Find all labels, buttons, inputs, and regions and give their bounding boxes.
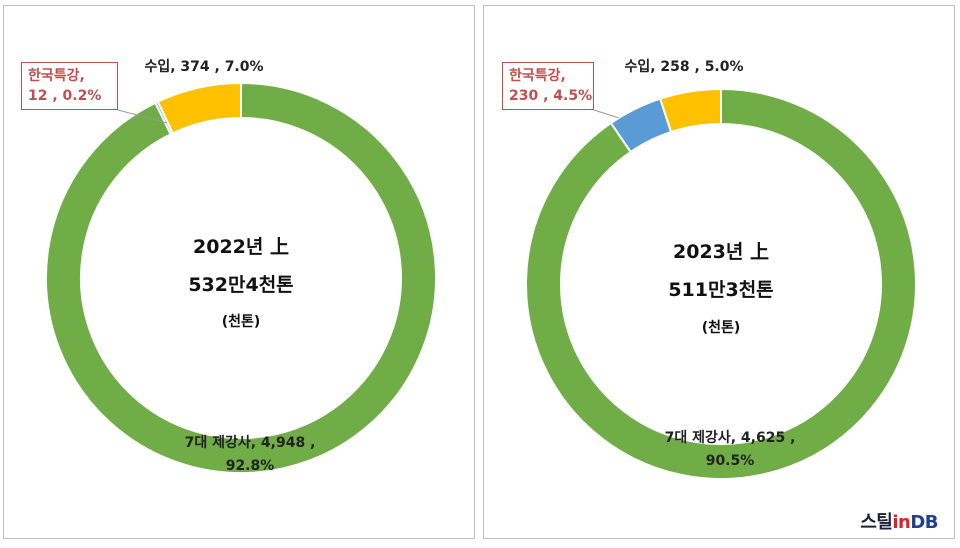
slice-seven-majors (45, 81, 437, 474)
label-seven-majors-2022: 7대 제강사, 4,948 , (185, 434, 316, 451)
chart-panel-2022: 2022년 上 532만4천톤 (천톤) 수입, 374 , 7.0% 7대 제… (3, 5, 475, 539)
label-seven-majors-2023: 7대 제강사, 4,625 , (665, 429, 796, 446)
callout-korea-special-2023: 한국특강, 230 , 4.5% (502, 62, 594, 110)
leader-line-2022 (117, 109, 168, 124)
callout-title-2023: 한국특강, (509, 68, 566, 84)
callout-korea-special-2022: 한국특강, 12 , 0.2% (21, 62, 118, 110)
callout-value-2023: 230 , 4.5% (509, 88, 593, 104)
center-unit-2023: (천톤) (702, 320, 741, 336)
chart-panel-2023: 2023년 上 511만3천톤 (천톤) 수입, 258 , 5.0% 7대 제… (483, 5, 955, 539)
callout-value-2022: 12 , 0.2% (28, 88, 102, 104)
label-seven-majors-pct-2023: 90.5% (706, 453, 755, 469)
donut-chart-2022: 2022년 上 532만4천톤 (천톤) 수입, 374 , 7.0% 7대 제… (45, 59, 437, 474)
slice-import (658, 87, 722, 134)
slice-import (156, 81, 242, 135)
brand-logo: 스틸inDB (860, 512, 938, 533)
center-total-2022: 532만4천톤 (188, 274, 293, 296)
center-total-2023: 511만3천톤 (668, 279, 773, 301)
center-year-2023: 2023년 上 (673, 241, 769, 263)
center-year-2022: 2022년 上 (193, 236, 289, 258)
label-import-2022: 수입, 374 , 7.0% (144, 59, 263, 75)
callout-title-2022: 한국특강, (28, 68, 85, 84)
center-unit-2022: (천톤) (222, 314, 261, 330)
leader-line-2023 (593, 109, 620, 119)
donut-chart-2023: 2023년 上 511만3천톤 (천톤) 수입, 258 , 5.0% 7대 제… (525, 59, 917, 480)
label-import-2023: 수입, 258 , 5.0% (624, 59, 743, 75)
label-seven-majors-pct-2022: 92.8% (226, 458, 275, 474)
slice-seven-majors (525, 87, 917, 480)
